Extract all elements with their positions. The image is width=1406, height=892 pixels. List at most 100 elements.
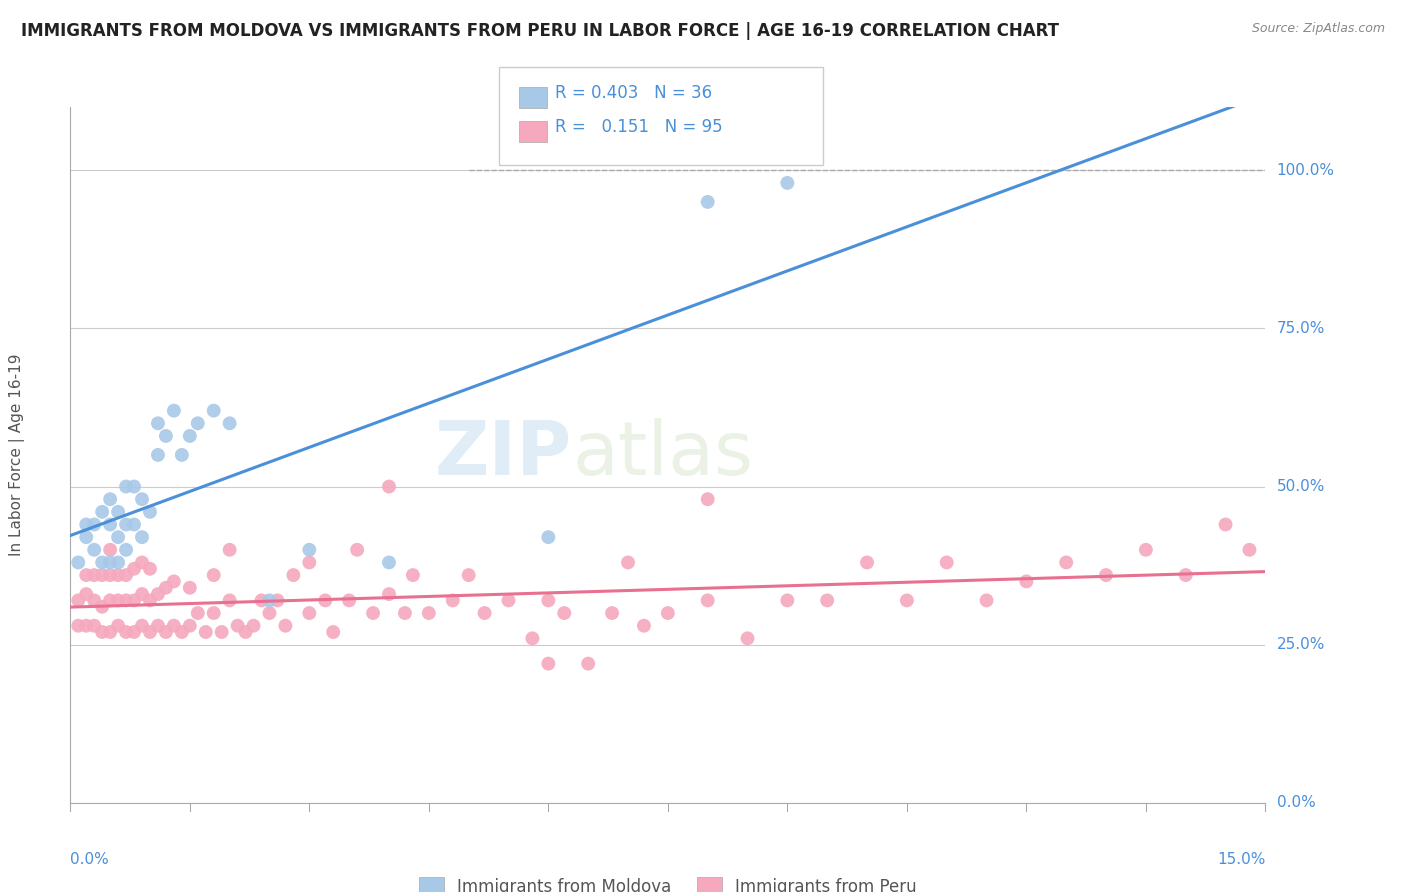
Point xyxy=(457,568,479,582)
Text: Source: ZipAtlas.com: Source: ZipAtlas.com xyxy=(1251,22,1385,36)
Point xyxy=(91,556,114,570)
Point xyxy=(976,593,998,607)
Point xyxy=(1174,568,1197,582)
Point xyxy=(139,625,162,640)
Point xyxy=(107,568,129,582)
Point xyxy=(194,625,217,640)
Point xyxy=(696,593,718,607)
Point xyxy=(235,625,257,640)
Point xyxy=(402,568,425,582)
Point xyxy=(242,618,264,632)
Point xyxy=(776,176,799,190)
Point xyxy=(67,593,90,607)
Text: R = 0.403   N = 36: R = 0.403 N = 36 xyxy=(555,84,713,102)
Point xyxy=(283,568,305,582)
Point xyxy=(122,562,145,576)
Point xyxy=(1054,556,1077,570)
Point xyxy=(83,593,105,607)
Text: In Labor Force | Age 16-19: In Labor Force | Age 16-19 xyxy=(8,353,24,557)
Point xyxy=(107,618,129,632)
Point xyxy=(576,657,599,671)
Point xyxy=(1095,568,1118,582)
Point xyxy=(202,568,225,582)
Point xyxy=(115,593,138,607)
Point xyxy=(896,593,918,607)
Text: ZIP: ZIP xyxy=(434,418,572,491)
Point xyxy=(75,568,97,582)
Point xyxy=(75,587,97,601)
Point xyxy=(226,618,249,632)
Point xyxy=(163,403,186,417)
Point xyxy=(115,625,138,640)
Point xyxy=(91,625,114,640)
Point xyxy=(163,618,186,632)
Text: 0.0%: 0.0% xyxy=(70,852,110,866)
Point xyxy=(378,587,401,601)
Point xyxy=(139,505,162,519)
Point xyxy=(474,606,496,620)
Text: IMMIGRANTS FROM MOLDOVA VS IMMIGRANTS FROM PERU IN LABOR FORCE | AGE 16-19 CORRE: IMMIGRANTS FROM MOLDOVA VS IMMIGRANTS FR… xyxy=(21,22,1059,40)
Point xyxy=(1239,542,1261,557)
Point xyxy=(187,417,209,431)
Point xyxy=(170,448,193,462)
Text: atlas: atlas xyxy=(572,418,754,491)
Point xyxy=(98,625,121,640)
Point xyxy=(131,587,153,601)
Point xyxy=(522,632,544,646)
Point xyxy=(298,556,321,570)
Point xyxy=(776,593,799,607)
Point xyxy=(163,574,186,589)
Point xyxy=(378,556,401,570)
Point xyxy=(553,606,575,620)
Point xyxy=(115,568,138,582)
Point xyxy=(617,556,640,570)
Point xyxy=(696,492,718,507)
Legend: Immigrants from Moldova, Immigrants from Peru: Immigrants from Moldova, Immigrants from… xyxy=(412,871,924,892)
Point xyxy=(815,593,838,607)
Point xyxy=(75,618,97,632)
Point xyxy=(537,657,560,671)
Point xyxy=(122,593,145,607)
Point xyxy=(139,562,162,576)
Point xyxy=(83,618,105,632)
Point xyxy=(67,556,90,570)
Text: 75.0%: 75.0% xyxy=(1277,321,1324,336)
Point xyxy=(83,517,105,532)
Point xyxy=(179,429,201,443)
Point xyxy=(259,606,281,620)
Point xyxy=(91,505,114,519)
Point xyxy=(83,568,105,582)
Point xyxy=(266,593,288,607)
Point xyxy=(115,542,138,557)
Text: 15.0%: 15.0% xyxy=(1218,852,1265,866)
Point xyxy=(75,517,97,532)
Point xyxy=(218,593,240,607)
Point xyxy=(314,593,336,607)
Point xyxy=(187,606,209,620)
Point xyxy=(600,606,623,620)
Point xyxy=(67,618,90,632)
Point xyxy=(107,505,129,519)
Text: 25.0%: 25.0% xyxy=(1277,637,1324,652)
Point xyxy=(107,556,129,570)
Point xyxy=(98,492,121,507)
Point xyxy=(337,593,360,607)
Point xyxy=(737,632,759,646)
Point xyxy=(146,448,169,462)
Point xyxy=(98,556,121,570)
Point xyxy=(122,517,145,532)
Point xyxy=(657,606,679,620)
Point xyxy=(146,618,169,632)
Point xyxy=(218,417,240,431)
Point xyxy=(179,618,201,632)
Point xyxy=(1015,574,1038,589)
Point xyxy=(155,429,177,443)
Point xyxy=(274,618,297,632)
Point xyxy=(378,479,401,493)
Point xyxy=(91,568,114,582)
Text: 50.0%: 50.0% xyxy=(1277,479,1324,494)
Point xyxy=(146,417,169,431)
Point xyxy=(139,593,162,607)
Text: 0.0%: 0.0% xyxy=(1277,796,1315,810)
Point xyxy=(122,479,145,493)
